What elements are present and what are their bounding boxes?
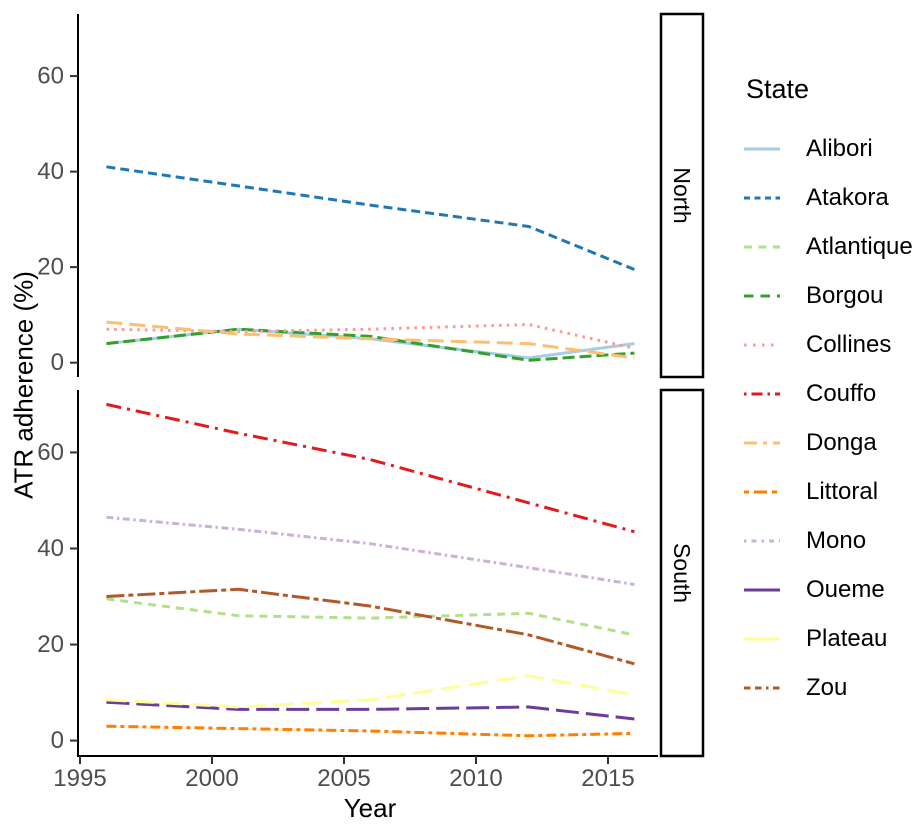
legend-entry-atlantique: Atlantique <box>744 233 922 261</box>
legend-entries: Alibori Atakora Atlantique Borgou Collines Co… <box>744 135 922 702</box>
legend-label: Couffo <box>806 380 877 407</box>
legend-entry-littoral: Littoral <box>744 478 922 506</box>
y-tick-label: 60 <box>37 63 64 90</box>
y-tick-label: 20 <box>37 631 64 658</box>
facet-strip-north <box>659 12 705 379</box>
series-line-borgou <box>106 327 635 362</box>
legend-entry-zou: Zou <box>744 674 922 702</box>
legend-title: State <box>746 74 810 104</box>
x-tick-label: 2015 <box>581 765 634 792</box>
legend-label: Littoral <box>806 478 879 505</box>
legend-entry-couffo: Couffo <box>744 380 922 408</box>
series-line-donga <box>106 320 635 360</box>
legend-key-line-icon <box>744 147 780 151</box>
x-tick-label: 2010 <box>449 765 502 792</box>
legend-key-line-icon <box>744 343 780 347</box>
x-tick-label: 2005 <box>317 765 370 792</box>
series-line-plateau <box>106 674 635 709</box>
legend-key-line-icon <box>744 539 780 543</box>
legend-label: Borgou <box>806 282 884 309</box>
y-tick-label: 20 <box>37 254 64 281</box>
legend-entry-alibori: Alibori <box>744 135 922 163</box>
legend-label: Atlantique <box>806 233 913 260</box>
y-tick-label: 0 <box>51 349 64 376</box>
y-tick-label: 0 <box>51 727 64 754</box>
legend-entry-mono: Mono <box>744 527 922 555</box>
legend-key-line-icon <box>744 392 780 396</box>
legend-label: Alibori <box>806 135 873 162</box>
y-axis-title: ATR adherence (%) <box>8 271 39 499</box>
legend-entry-plateau: Plateau <box>744 625 922 653</box>
x-axis-title: Year <box>343 793 397 823</box>
legend-key-line-icon <box>744 294 780 298</box>
series-line-zou <box>106 587 635 666</box>
series-line-atakora <box>106 165 635 271</box>
x-tick-label: 2000 <box>185 765 238 792</box>
legend-entry-borgou: Borgou <box>744 282 922 310</box>
legend-entry-oueme: Oueme <box>744 576 922 604</box>
series-line-atlantique <box>106 597 635 637</box>
y-tick-label: 40 <box>37 158 64 185</box>
facet-strip-label-north: North <box>669 167 695 223</box>
legend-key-line-icon <box>744 490 780 494</box>
x-tick-label: 1995 <box>53 765 106 792</box>
legend-entry-collines: Collines <box>744 331 922 359</box>
legend-key-line-icon <box>744 686 780 690</box>
legend-key-line-icon <box>744 245 780 249</box>
y-tick-label: 60 <box>37 439 64 466</box>
legend-entry-atakora: Atakora <box>744 184 922 212</box>
legend: State Alibori Atakora Atlantique Borgou Coll… <box>744 74 922 702</box>
legend-key-line-icon <box>744 196 780 200</box>
legend-key-line-icon <box>744 588 780 592</box>
facet-strip-label-south: South <box>669 543 695 603</box>
legend-key-line-icon <box>744 441 780 445</box>
series-line-littoral <box>106 724 635 738</box>
legend-entry-donga: Donga <box>744 429 922 457</box>
series-line-couffo <box>106 402 635 534</box>
legend-label: Oueme <box>806 576 885 603</box>
facet-strip-south <box>659 388 705 758</box>
legend-label: Donga <box>806 429 877 456</box>
legend-label: Zou <box>806 674 848 701</box>
legend-label: Mono <box>806 527 867 554</box>
legend-label: Plateau <box>806 625 888 652</box>
legend-key-line-icon <box>744 637 780 641</box>
legend-label: Collines <box>806 331 892 358</box>
y-tick-label: 40 <box>37 535 64 562</box>
series-line-oueme <box>106 700 635 721</box>
series-line-mono <box>106 515 635 586</box>
legend-label: Atakora <box>806 184 889 211</box>
series-line-collines <box>106 323 635 350</box>
